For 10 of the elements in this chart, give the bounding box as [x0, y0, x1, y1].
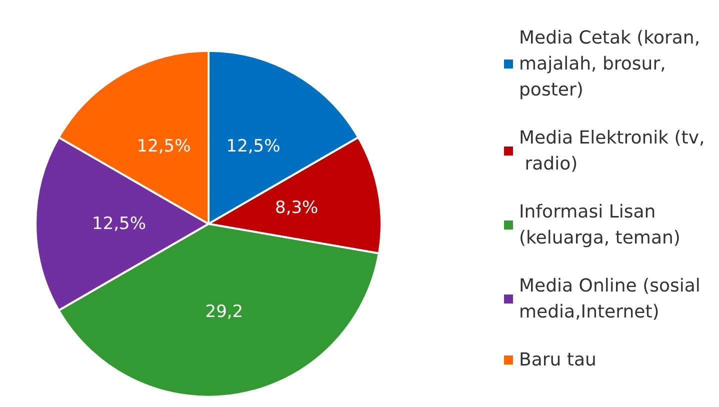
- data-label: 8,3%: [275, 198, 318, 218]
- data-label: 12,5%: [136, 136, 191, 156]
- legend-label: Baru tau: [519, 350, 596, 370]
- legend-label: Informasi Lisan (keluarga, teman): [519, 202, 680, 248]
- data-label: 29,2: [205, 302, 244, 322]
- legend-label: Media Cetak (koran, majalah, brosur,poster): [519, 28, 706, 100]
- data-label: 12,5%: [92, 214, 146, 234]
- legend-label: Media Online (sosial media,Internet): [519, 276, 706, 322]
- legend-label: Media Elektronik (tv, radio): [519, 128, 705, 174]
- data-label: 12,5%: [226, 136, 280, 156]
